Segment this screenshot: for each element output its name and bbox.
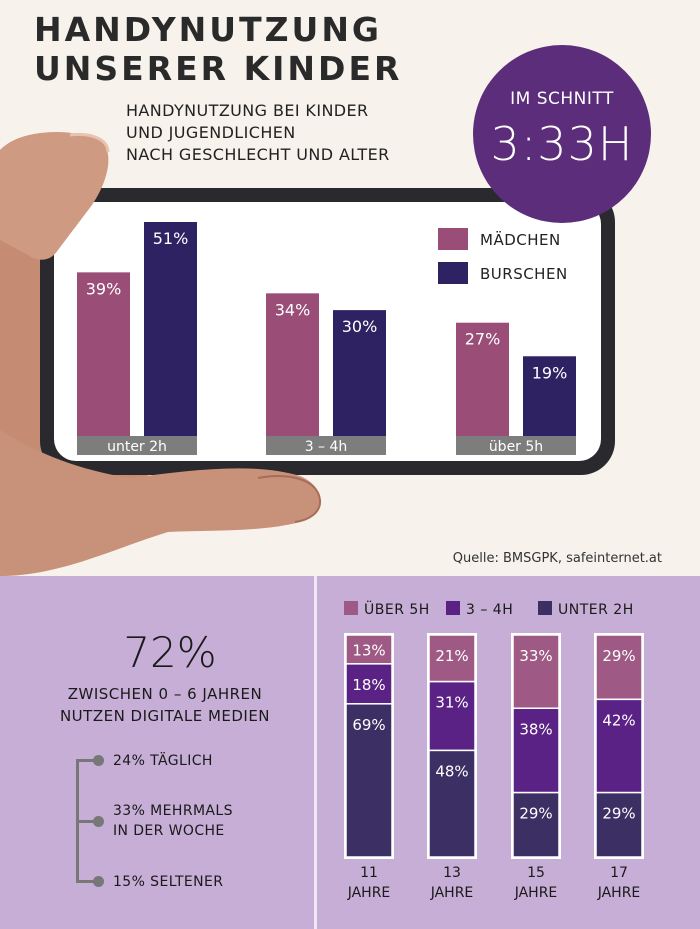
category-label-unter-2h: unter 2h [107, 439, 167, 455]
bar-label-burschen-unter-2h: 51% [153, 229, 189, 248]
title-line-1: HANDYNUTZUNG [34, 10, 383, 49]
bar-label-mädchen-3-4h: 34% [275, 300, 311, 319]
usage-daily: 24% TÄGLICH [113, 751, 213, 771]
usage-rarely: 15% SELTENER [113, 872, 223, 892]
panel-divider [314, 576, 317, 929]
subtitle-line-3: NACH GESCHLECHT UND ALTER [126, 145, 390, 164]
average-badge-value: 3:33H [490, 117, 634, 171]
tree-dot-3 [93, 876, 104, 887]
usage-daily-text: 24% TÄGLICH [113, 753, 213, 769]
subtitle-line-2: UND JUGENDLICHEN [126, 123, 296, 142]
bar-label-mädchen-über-5h: 27% [465, 330, 501, 349]
source-text: Quelle: BMSGPK, safeinternet.at [452, 551, 662, 566]
category-label-über-5h: über 5h [489, 439, 543, 455]
average-badge-label: IM SCHNITT [510, 89, 614, 109]
legend-label-burschen: BURSCHEN [480, 265, 568, 283]
title-line-2: UNSERER KINDER [34, 49, 403, 88]
usage-weekly-line-1: 33% MEHRMALS [113, 803, 233, 819]
tree-branch-1 [76, 759, 98, 762]
usage-weekly: 33% MEHRMALS IN DER WOCHE [113, 801, 233, 841]
bar-mädchen-unter-2h [77, 272, 130, 436]
digital-media-line-2: NUTZEN DIGITALE MEDIEN [59, 707, 271, 725]
bar-mädchen-über-5h [456, 322, 509, 436]
bar-label-burschen-über-5h: 19% [532, 363, 568, 382]
legend-label-mädchen: MÄDCHEN [480, 230, 561, 249]
hand-thumb [0, 131, 109, 260]
bar-mädchen-3-4h [266, 293, 319, 436]
category-label-3-4h: 3 – 4h [305, 439, 348, 455]
subtitle: HANDYNUTZUNG BEI KINDER UND JUGENDLICHEN… [126, 100, 390, 166]
subtitle-line-1: HANDYNUTZUNG BEI KINDER [126, 101, 369, 120]
usage-weekly-line-2: IN DER WOCHE [113, 823, 225, 839]
legend-swatch-mädchen [438, 228, 468, 250]
legend-swatch-burschen [438, 262, 468, 284]
category-band-3-4h [266, 436, 386, 455]
digital-media-percent: 72% [123, 628, 217, 677]
bar-burschen-unter-2h [144, 222, 197, 436]
tree-branch-2 [76, 820, 98, 823]
hand-fingers [0, 430, 321, 576]
usage-rarely-text: 15% SELTENER [113, 874, 224, 890]
gender-bar-chart: 39% 51% unter 2h 34% 30% 3 – 4h 27% 19% über 5h M… [77, 222, 576, 455]
bar-burschen-über-5h [523, 356, 576, 436]
bar-label-mädchen-unter-2h: 39% [86, 279, 122, 298]
tree-dot-1 [93, 755, 104, 766]
digital-media-line-1: ZWISCHEN 0 – 6 JAHREN [67, 685, 263, 703]
page-title: HANDYNUTZUNG UNSERER KINDER [34, 10, 402, 88]
bar-burschen-3-4h [333, 310, 386, 436]
bar-label-burschen-3-4h: 30% [342, 317, 378, 336]
tree-dot-2 [93, 816, 104, 827]
average-badge: IM SCHNITT 3:33H [473, 45, 651, 223]
tree-branch-3 [76, 880, 98, 883]
category-band-über-5h [456, 436, 576, 455]
category-band-unter-2h [77, 436, 197, 455]
digital-media-text: ZWISCHEN 0 – 6 JAHREN NUTZEN DIGITALE ME… [0, 683, 330, 727]
phone-illustration: 39% 51% unter 2h 34% 30% 3 – 4h 27% 19% über 5h M… [0, 131, 615, 576]
